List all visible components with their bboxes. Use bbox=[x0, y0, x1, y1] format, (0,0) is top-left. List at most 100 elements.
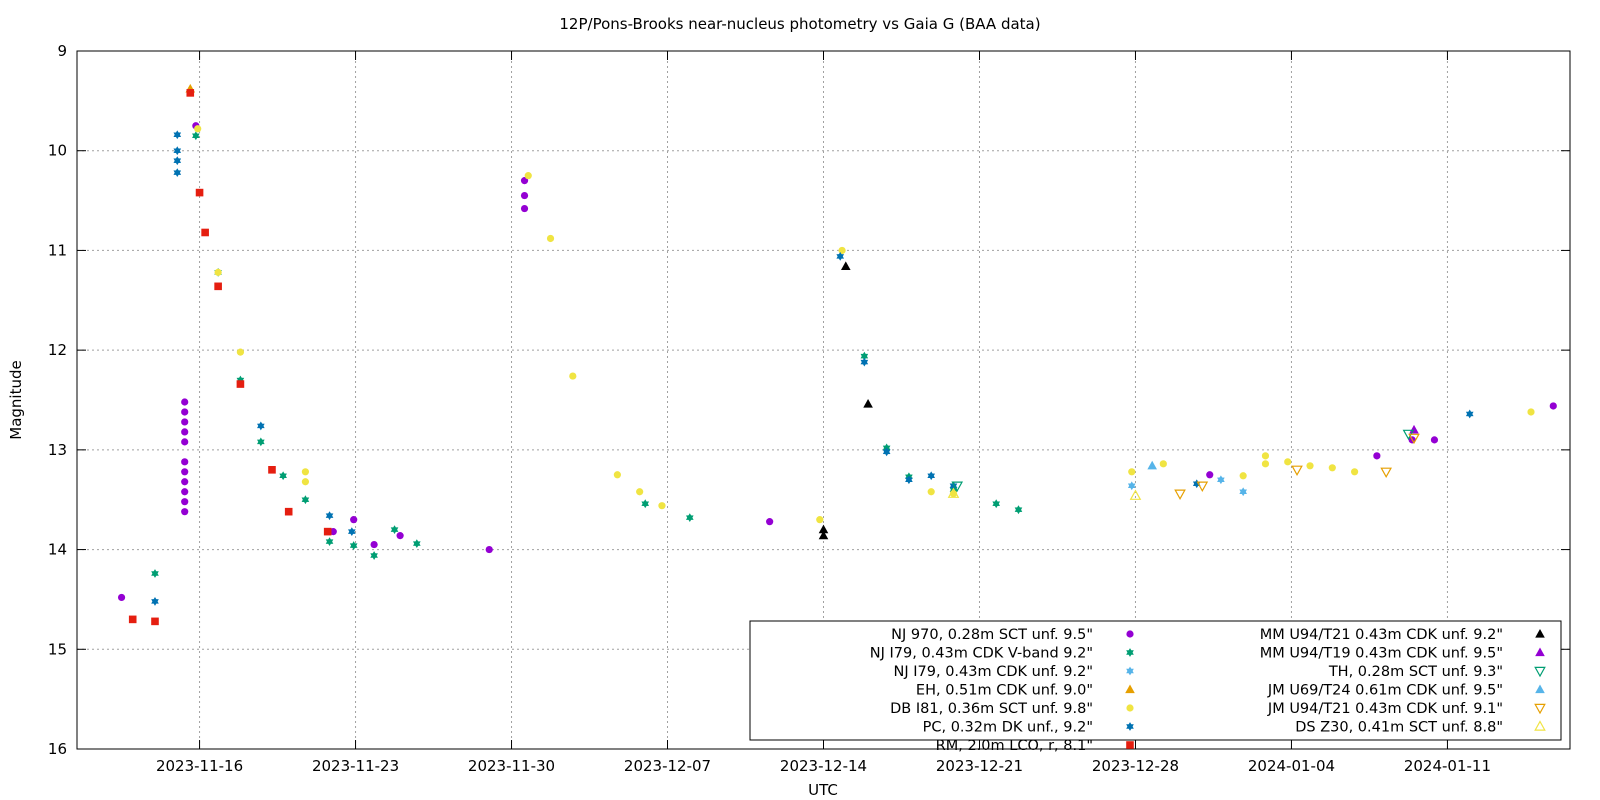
data-point bbox=[181, 468, 189, 476]
data-point bbox=[350, 516, 358, 524]
data-point bbox=[181, 398, 189, 406]
data-point bbox=[201, 228, 209, 237]
legend-marker bbox=[1534, 720, 1546, 731]
data-point bbox=[816, 516, 824, 524]
data-point bbox=[658, 502, 666, 510]
legend-marker bbox=[1126, 704, 1134, 712]
x-tick-label: 2023-11-30 bbox=[468, 757, 555, 775]
legend-label: DB I81, 0.36m SCT unf. 9.8" bbox=[890, 701, 1093, 717]
legend-marker bbox=[1126, 630, 1134, 638]
data-point bbox=[1192, 479, 1201, 489]
data-point bbox=[546, 234, 555, 243]
legend-box bbox=[749, 620, 1562, 741]
data-point bbox=[396, 532, 404, 540]
data-point bbox=[370, 551, 378, 560]
legend-label: JM U69/T24 0.61m CDK unf. 9.5" bbox=[1267, 683, 1503, 699]
legend-marker bbox=[1126, 741, 1134, 749]
data-point bbox=[186, 89, 195, 97]
data-point bbox=[1380, 467, 1392, 479]
y-tick-label: 10 bbox=[48, 142, 67, 160]
x-axis: 2023-11-16 2023-11-23 2023-11-30 2023-12-07… bbox=[156, 51, 1491, 775]
data-point bbox=[301, 495, 310, 505]
data-point bbox=[1261, 460, 1270, 468]
data-point bbox=[173, 168, 182, 178]
data-point bbox=[927, 488, 935, 496]
legend-label: MM U94/T19 0.43m CDK unf. 9.5" bbox=[1260, 646, 1503, 662]
legend-marker bbox=[1535, 684, 1545, 694]
data-point bbox=[1261, 452, 1270, 460]
data-point bbox=[413, 539, 421, 548]
data-point bbox=[214, 268, 222, 276]
data-point bbox=[181, 418, 189, 426]
data-point bbox=[323, 527, 332, 536]
data-point bbox=[1373, 452, 1381, 460]
data-point bbox=[181, 458, 189, 466]
data-point bbox=[1159, 460, 1167, 468]
y-tick-label: 16 bbox=[48, 740, 67, 758]
legend-label: PC, 0.32m DK unf., 9.2" bbox=[923, 720, 1093, 736]
data-point bbox=[1196, 481, 1209, 492]
data-point bbox=[1549, 402, 1557, 410]
data-point bbox=[836, 252, 845, 261]
legend-label: MM U94/T21 0.43m CDK unf. 9.2" bbox=[1260, 627, 1503, 643]
x-tick-label: 2023-12-07 bbox=[624, 757, 711, 775]
data-point bbox=[284, 507, 293, 516]
data-point bbox=[257, 421, 265, 431]
data-point bbox=[181, 498, 189, 506]
data-point bbox=[1206, 471, 1214, 479]
data-point bbox=[520, 204, 529, 213]
data-point bbox=[1174, 489, 1186, 500]
data-point bbox=[992, 499, 1001, 509]
data-point bbox=[181, 478, 189, 486]
data-point bbox=[1014, 505, 1023, 515]
data-point bbox=[838, 246, 846, 255]
legend-label: NJ I79, 0.43m CDK V-band 9.2" bbox=[870, 646, 1093, 662]
legend-marker bbox=[1125, 684, 1135, 694]
x-tick-label: 2023-12-28 bbox=[1092, 757, 1179, 775]
data-point bbox=[927, 471, 936, 481]
data-point bbox=[349, 541, 358, 550]
data-point bbox=[1217, 475, 1225, 485]
data-point bbox=[181, 408, 189, 416]
data-point bbox=[685, 513, 694, 523]
chart-title: 12P/Pons-Brooks near-nucleus photometry … bbox=[559, 15, 1040, 33]
data-point bbox=[1291, 465, 1303, 477]
data-point bbox=[1430, 436, 1439, 444]
data-point bbox=[524, 172, 532, 180]
y-tick-label: 13 bbox=[48, 441, 67, 459]
data-points bbox=[117, 83, 1557, 626]
y-tick-label: 9 bbox=[57, 42, 67, 60]
legend-marker bbox=[1535, 629, 1545, 638]
data-point bbox=[485, 545, 493, 554]
data-point bbox=[325, 537, 334, 546]
data-point bbox=[257, 437, 265, 447]
data-point bbox=[947, 487, 960, 498]
data-point bbox=[1284, 458, 1292, 466]
data-point bbox=[151, 617, 159, 626]
data-point bbox=[151, 569, 159, 578]
x-tick-label: 2023-12-21 bbox=[936, 757, 1023, 775]
data-point bbox=[1527, 408, 1535, 416]
data-point bbox=[214, 282, 222, 291]
legend-marker bbox=[1534, 703, 1546, 715]
data-point bbox=[1127, 481, 1136, 491]
data-point bbox=[840, 261, 851, 270]
y-tick-label: 11 bbox=[48, 241, 67, 259]
data-point bbox=[641, 499, 650, 509]
data-point bbox=[1409, 424, 1419, 434]
data-point bbox=[766, 518, 774, 526]
x-axis-label: UTC bbox=[808, 781, 838, 799]
data-point bbox=[520, 191, 529, 200]
legend-marker bbox=[1126, 666, 1134, 676]
data-point bbox=[181, 488, 189, 496]
data-point bbox=[117, 593, 126, 602]
data-point bbox=[636, 488, 644, 496]
data-point bbox=[151, 597, 159, 606]
data-point bbox=[863, 398, 873, 408]
data-point bbox=[1465, 409, 1474, 419]
legend-label: EH, 0.51m CDK unf. 9.0" bbox=[916, 683, 1093, 699]
data-point bbox=[236, 380, 245, 388]
data-point bbox=[181, 428, 189, 436]
x-tick-label: 2024-01-04 bbox=[1248, 757, 1335, 775]
